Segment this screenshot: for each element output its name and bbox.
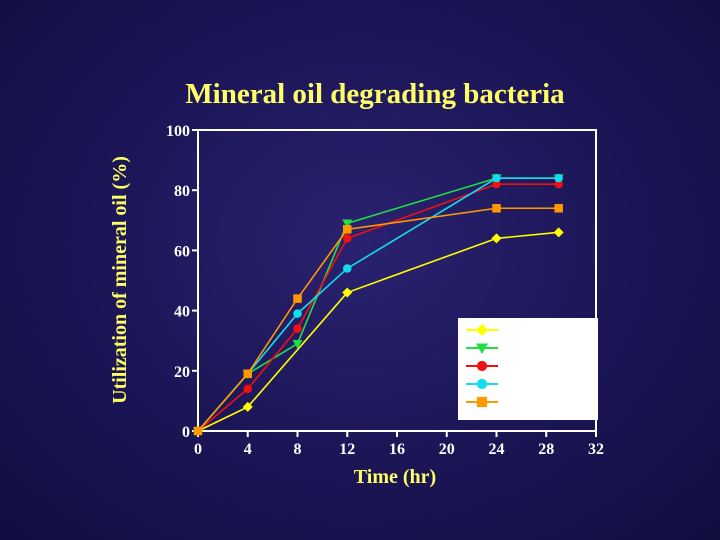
legend-label: st.489 <box>525 342 560 357</box>
data-point <box>243 369 252 379</box>
x-tick-label: 28 <box>538 441 554 458</box>
series-st-490 <box>193 179 563 436</box>
x-tick-label: 16 <box>389 441 405 458</box>
x-tick-label: 32 <box>588 441 604 458</box>
axis-ticks: 0 4 8 12 16 20 24 28 32 0 20 40 60 80 100 <box>166 123 604 458</box>
legend-label: st.555 <box>525 396 560 411</box>
data-point <box>492 204 501 213</box>
series-st-555 <box>193 204 563 436</box>
y-tick-label: 100 <box>166 123 190 140</box>
legend-label: st.547 <box>525 378 560 393</box>
y-axis-label: Utilization of mineral oil (%) <box>109 156 131 404</box>
data-point <box>554 179 563 189</box>
data-point <box>293 294 302 303</box>
legend-label: st.490 <box>525 360 560 375</box>
data-point <box>243 384 252 394</box>
x-tick-label: 8 <box>294 441 302 458</box>
y-tick-label: 60 <box>174 243 190 260</box>
data-point <box>492 179 501 189</box>
data-point <box>342 219 353 229</box>
x-tick-label: 20 <box>439 441 455 458</box>
x-axis-label: Time (hr) <box>354 466 436 488</box>
y-tick-label: 20 <box>174 364 190 381</box>
x-tick-label: 4 <box>244 441 252 458</box>
legend-item: st.208 <box>466 324 560 339</box>
data-point <box>293 309 302 318</box>
data-point <box>553 227 564 238</box>
data-point <box>193 426 203 436</box>
legend-marker <box>476 360 488 372</box>
data-point <box>554 204 563 213</box>
data-point <box>242 401 253 412</box>
data-point <box>293 324 302 333</box>
data-point <box>342 287 353 298</box>
series-layer <box>193 173 564 436</box>
data-point <box>343 234 352 243</box>
legend-marker <box>476 378 488 390</box>
y-tick-label: 0 <box>182 424 190 441</box>
legend-marker <box>476 343 488 354</box>
data-point <box>343 264 352 273</box>
y-tick-label: 40 <box>174 304 190 321</box>
chart-title: Mineral oil degrading bacteria <box>185 78 565 110</box>
data-point <box>491 233 502 244</box>
legend-marker <box>476 396 488 408</box>
legend-item: st.490 <box>466 360 560 375</box>
series-line <box>197 207 559 432</box>
data-point <box>492 173 501 183</box>
series-line <box>197 183 559 432</box>
data-point <box>343 225 352 234</box>
y-tick-label: 80 <box>174 183 190 200</box>
legend-label: st.208 <box>525 324 560 339</box>
legend-item: st.555 <box>466 396 560 411</box>
legend: st.208 st.489 st.490 st.547 st.555 <box>458 318 598 420</box>
data-point <box>554 173 563 183</box>
legend-item: st.489 <box>466 342 560 357</box>
legend-item: st.547 <box>466 378 560 393</box>
data-point <box>292 339 303 349</box>
legend-marker <box>476 324 488 336</box>
x-tick-label: 12 <box>339 441 355 458</box>
x-tick-label: 0 <box>194 441 202 458</box>
x-tick-label: 24 <box>489 441 505 458</box>
